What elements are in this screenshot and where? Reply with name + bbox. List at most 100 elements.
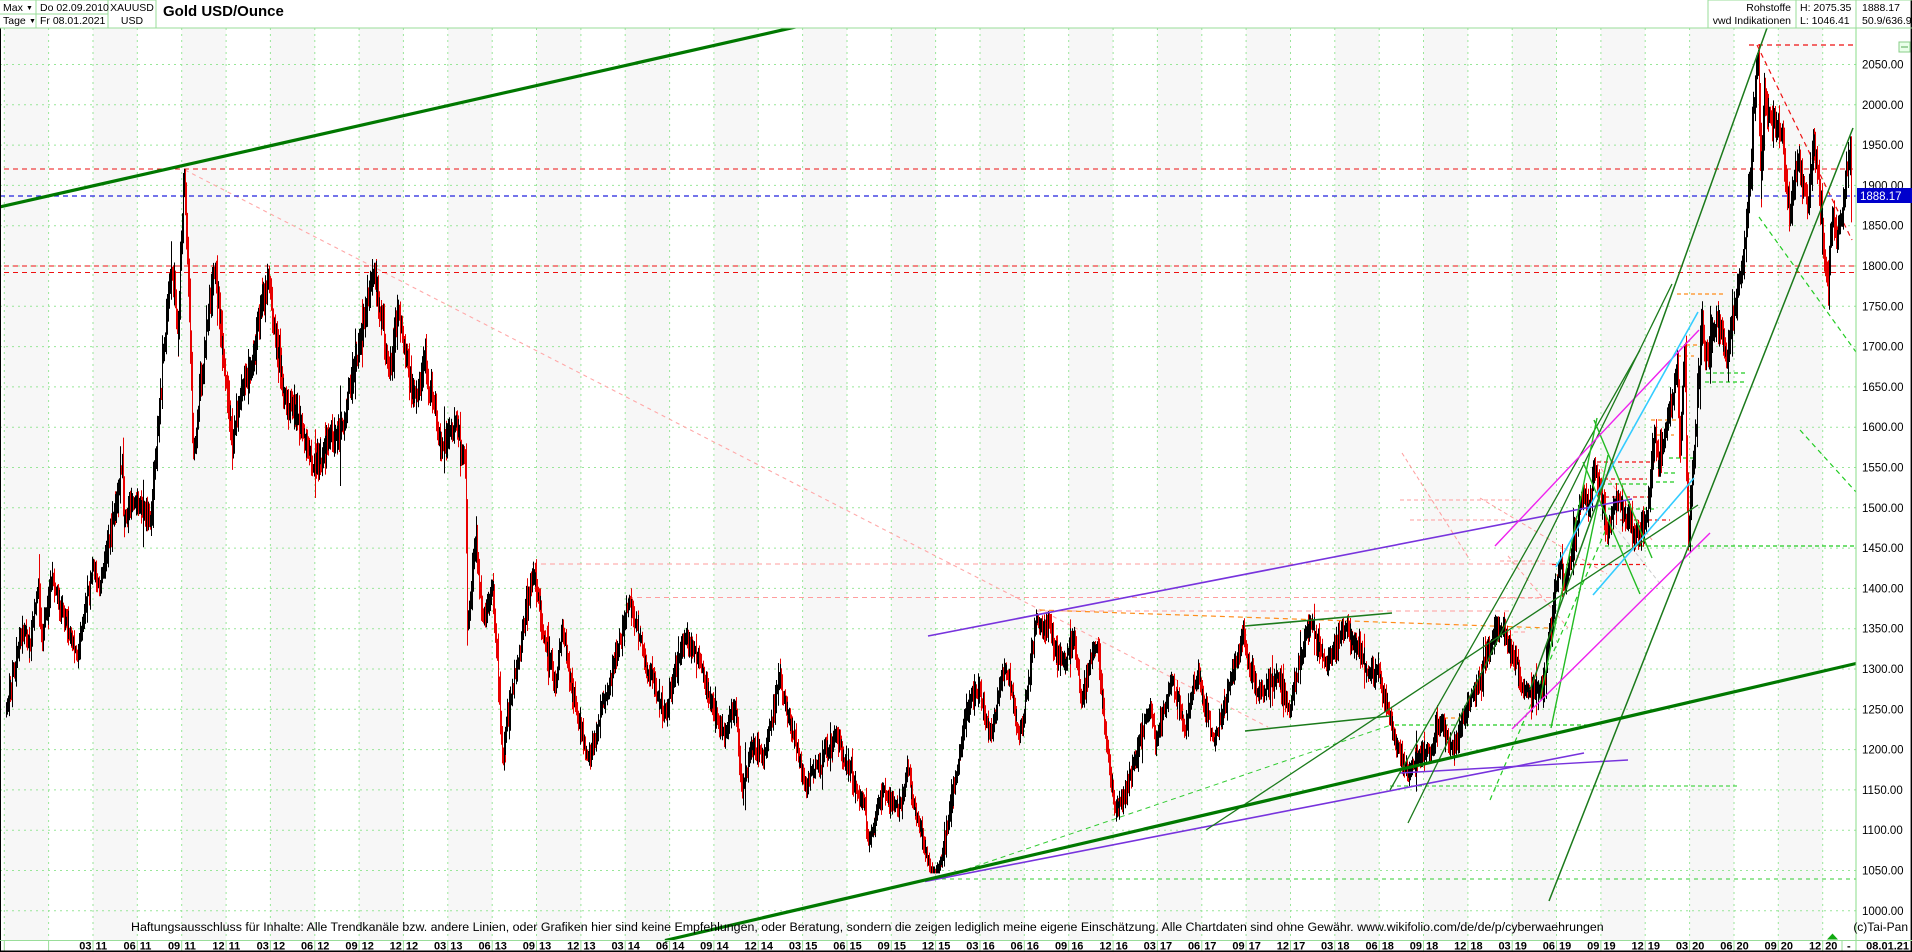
svg-text:12: 12	[362, 941, 374, 952]
svg-text:1750.00: 1750.00	[1862, 301, 1904, 313]
svg-text:11: 11	[229, 941, 241, 952]
svg-text:Max: Max	[3, 2, 24, 14]
svg-text:09: 09	[1410, 941, 1422, 952]
svg-text:1500.00: 1500.00	[1862, 503, 1904, 515]
svg-text:06: 06	[1188, 941, 1200, 952]
svg-text:11: 11	[96, 941, 108, 952]
svg-text:Rohstoffe: Rohstoffe	[1746, 2, 1791, 14]
svg-text:H: 2075.35: H: 2075.35	[1800, 2, 1852, 14]
svg-text:09: 09	[523, 941, 535, 952]
svg-text:20: 20	[1737, 941, 1749, 952]
svg-text:12: 12	[1632, 941, 1644, 952]
svg-text:12: 12	[212, 941, 224, 952]
svg-text:16: 16	[1071, 941, 1083, 952]
svg-text:13: 13	[539, 941, 551, 952]
svg-text:Tage: Tage	[3, 15, 26, 27]
svg-text:Haftungsausschluss für Inhalte: Haftungsausschluss für Inhalte: Alle Tre…	[131, 920, 1604, 934]
svg-text:12: 12	[1809, 941, 1821, 952]
svg-text:14: 14	[672, 941, 685, 952]
svg-text:50.9/636.9: 50.9/636.9	[1862, 15, 1912, 27]
svg-text:03: 03	[611, 941, 623, 952]
svg-text:▼: ▼	[26, 5, 33, 12]
svg-text:1550.00: 1550.00	[1862, 463, 1904, 475]
svg-text:L: 1046.41: L: 1046.41	[1800, 15, 1850, 27]
svg-text:06: 06	[833, 941, 845, 952]
svg-text:17: 17	[1204, 941, 1216, 952]
svg-text:Fr 08.01.2021: Fr 08.01.2021	[40, 15, 106, 27]
svg-text:03: 03	[434, 941, 446, 952]
svg-text:03: 03	[789, 941, 801, 952]
svg-text:12: 12	[1099, 941, 1111, 952]
svg-text:11: 11	[140, 941, 152, 952]
svg-text:09: 09	[1055, 941, 1067, 952]
svg-text:13: 13	[583, 941, 595, 952]
svg-text:06: 06	[124, 941, 136, 952]
svg-text:06: 06	[1365, 941, 1377, 952]
svg-text:15: 15	[938, 941, 950, 952]
svg-text:1350.00: 1350.00	[1862, 624, 1904, 636]
svg-text:19: 19	[1603, 941, 1615, 952]
svg-text:06: 06	[1011, 941, 1023, 952]
svg-text:16: 16	[1116, 941, 1128, 952]
svg-text:1450.00: 1450.00	[1862, 543, 1904, 555]
svg-text:17: 17	[1249, 941, 1261, 952]
svg-text:03: 03	[79, 941, 91, 952]
svg-text:13: 13	[450, 941, 462, 952]
svg-text:1950.00: 1950.00	[1862, 140, 1904, 152]
svg-text:1200.00: 1200.00	[1862, 745, 1904, 757]
svg-text:08.01.21: 08.01.21	[1866, 941, 1909, 952]
svg-text:03: 03	[966, 941, 978, 952]
svg-text:16: 16	[1027, 941, 1039, 952]
svg-text:03: 03	[1321, 941, 1333, 952]
svg-text:19: 19	[1515, 941, 1527, 952]
svg-text:1050.00: 1050.00	[1862, 866, 1904, 878]
svg-text:1300.00: 1300.00	[1862, 664, 1904, 676]
svg-text:19: 19	[1559, 941, 1571, 952]
svg-text:03: 03	[1676, 941, 1688, 952]
svg-text:09: 09	[1232, 941, 1244, 952]
svg-text:06: 06	[301, 941, 313, 952]
svg-text:03: 03	[1144, 941, 1156, 952]
svg-text:09: 09	[168, 941, 180, 952]
svg-text:(c)Tai-Pan: (c)Tai-Pan	[1853, 920, 1908, 934]
svg-text:19: 19	[1648, 941, 1660, 952]
svg-text:▼: ▼	[29, 18, 36, 25]
svg-text:Gold USD/Ounce: Gold USD/Ounce	[163, 3, 284, 20]
svg-text:09: 09	[878, 941, 890, 952]
svg-text:06: 06	[1720, 941, 1732, 952]
svg-text:18: 18	[1426, 941, 1438, 952]
svg-text:12: 12	[567, 941, 579, 952]
svg-text:2050.00: 2050.00	[1862, 60, 1904, 72]
svg-text:1850.00: 1850.00	[1862, 221, 1904, 233]
svg-text:06: 06	[478, 941, 490, 952]
svg-text:1000.00: 1000.00	[1862, 906, 1904, 918]
svg-text:15: 15	[805, 941, 817, 952]
svg-text:20: 20	[1825, 941, 1837, 952]
svg-text:XAUUSD: XAUUSD	[110, 2, 154, 14]
svg-text:12: 12	[1454, 941, 1466, 952]
svg-text:12: 12	[273, 941, 285, 952]
svg-text:1888.17: 1888.17	[1862, 2, 1900, 14]
svg-text:16: 16	[983, 941, 995, 952]
svg-text:06: 06	[1543, 941, 1555, 952]
svg-text:12: 12	[922, 941, 934, 952]
svg-text:12: 12	[390, 941, 402, 952]
svg-text:03: 03	[1498, 941, 1510, 952]
svg-text:03: 03	[257, 941, 269, 952]
svg-text:1600.00: 1600.00	[1862, 422, 1904, 434]
svg-text:09: 09	[345, 941, 357, 952]
svg-text:20: 20	[1692, 941, 1704, 952]
svg-text:USD: USD	[121, 15, 144, 27]
svg-text:1150.00: 1150.00	[1862, 785, 1903, 797]
svg-text:1650.00: 1650.00	[1862, 382, 1904, 394]
svg-text:2000.00: 2000.00	[1862, 100, 1904, 112]
svg-text:17: 17	[1293, 941, 1305, 952]
svg-text:09: 09	[1587, 941, 1599, 952]
svg-text:13: 13	[495, 941, 507, 952]
svg-text:-: -	[1847, 941, 1851, 952]
svg-text:1400.00: 1400.00	[1862, 583, 1904, 595]
svg-text:06: 06	[656, 941, 668, 952]
svg-text:12: 12	[406, 941, 418, 952]
svg-text:09: 09	[700, 941, 712, 952]
svg-text:1250.00: 1250.00	[1862, 704, 1904, 716]
